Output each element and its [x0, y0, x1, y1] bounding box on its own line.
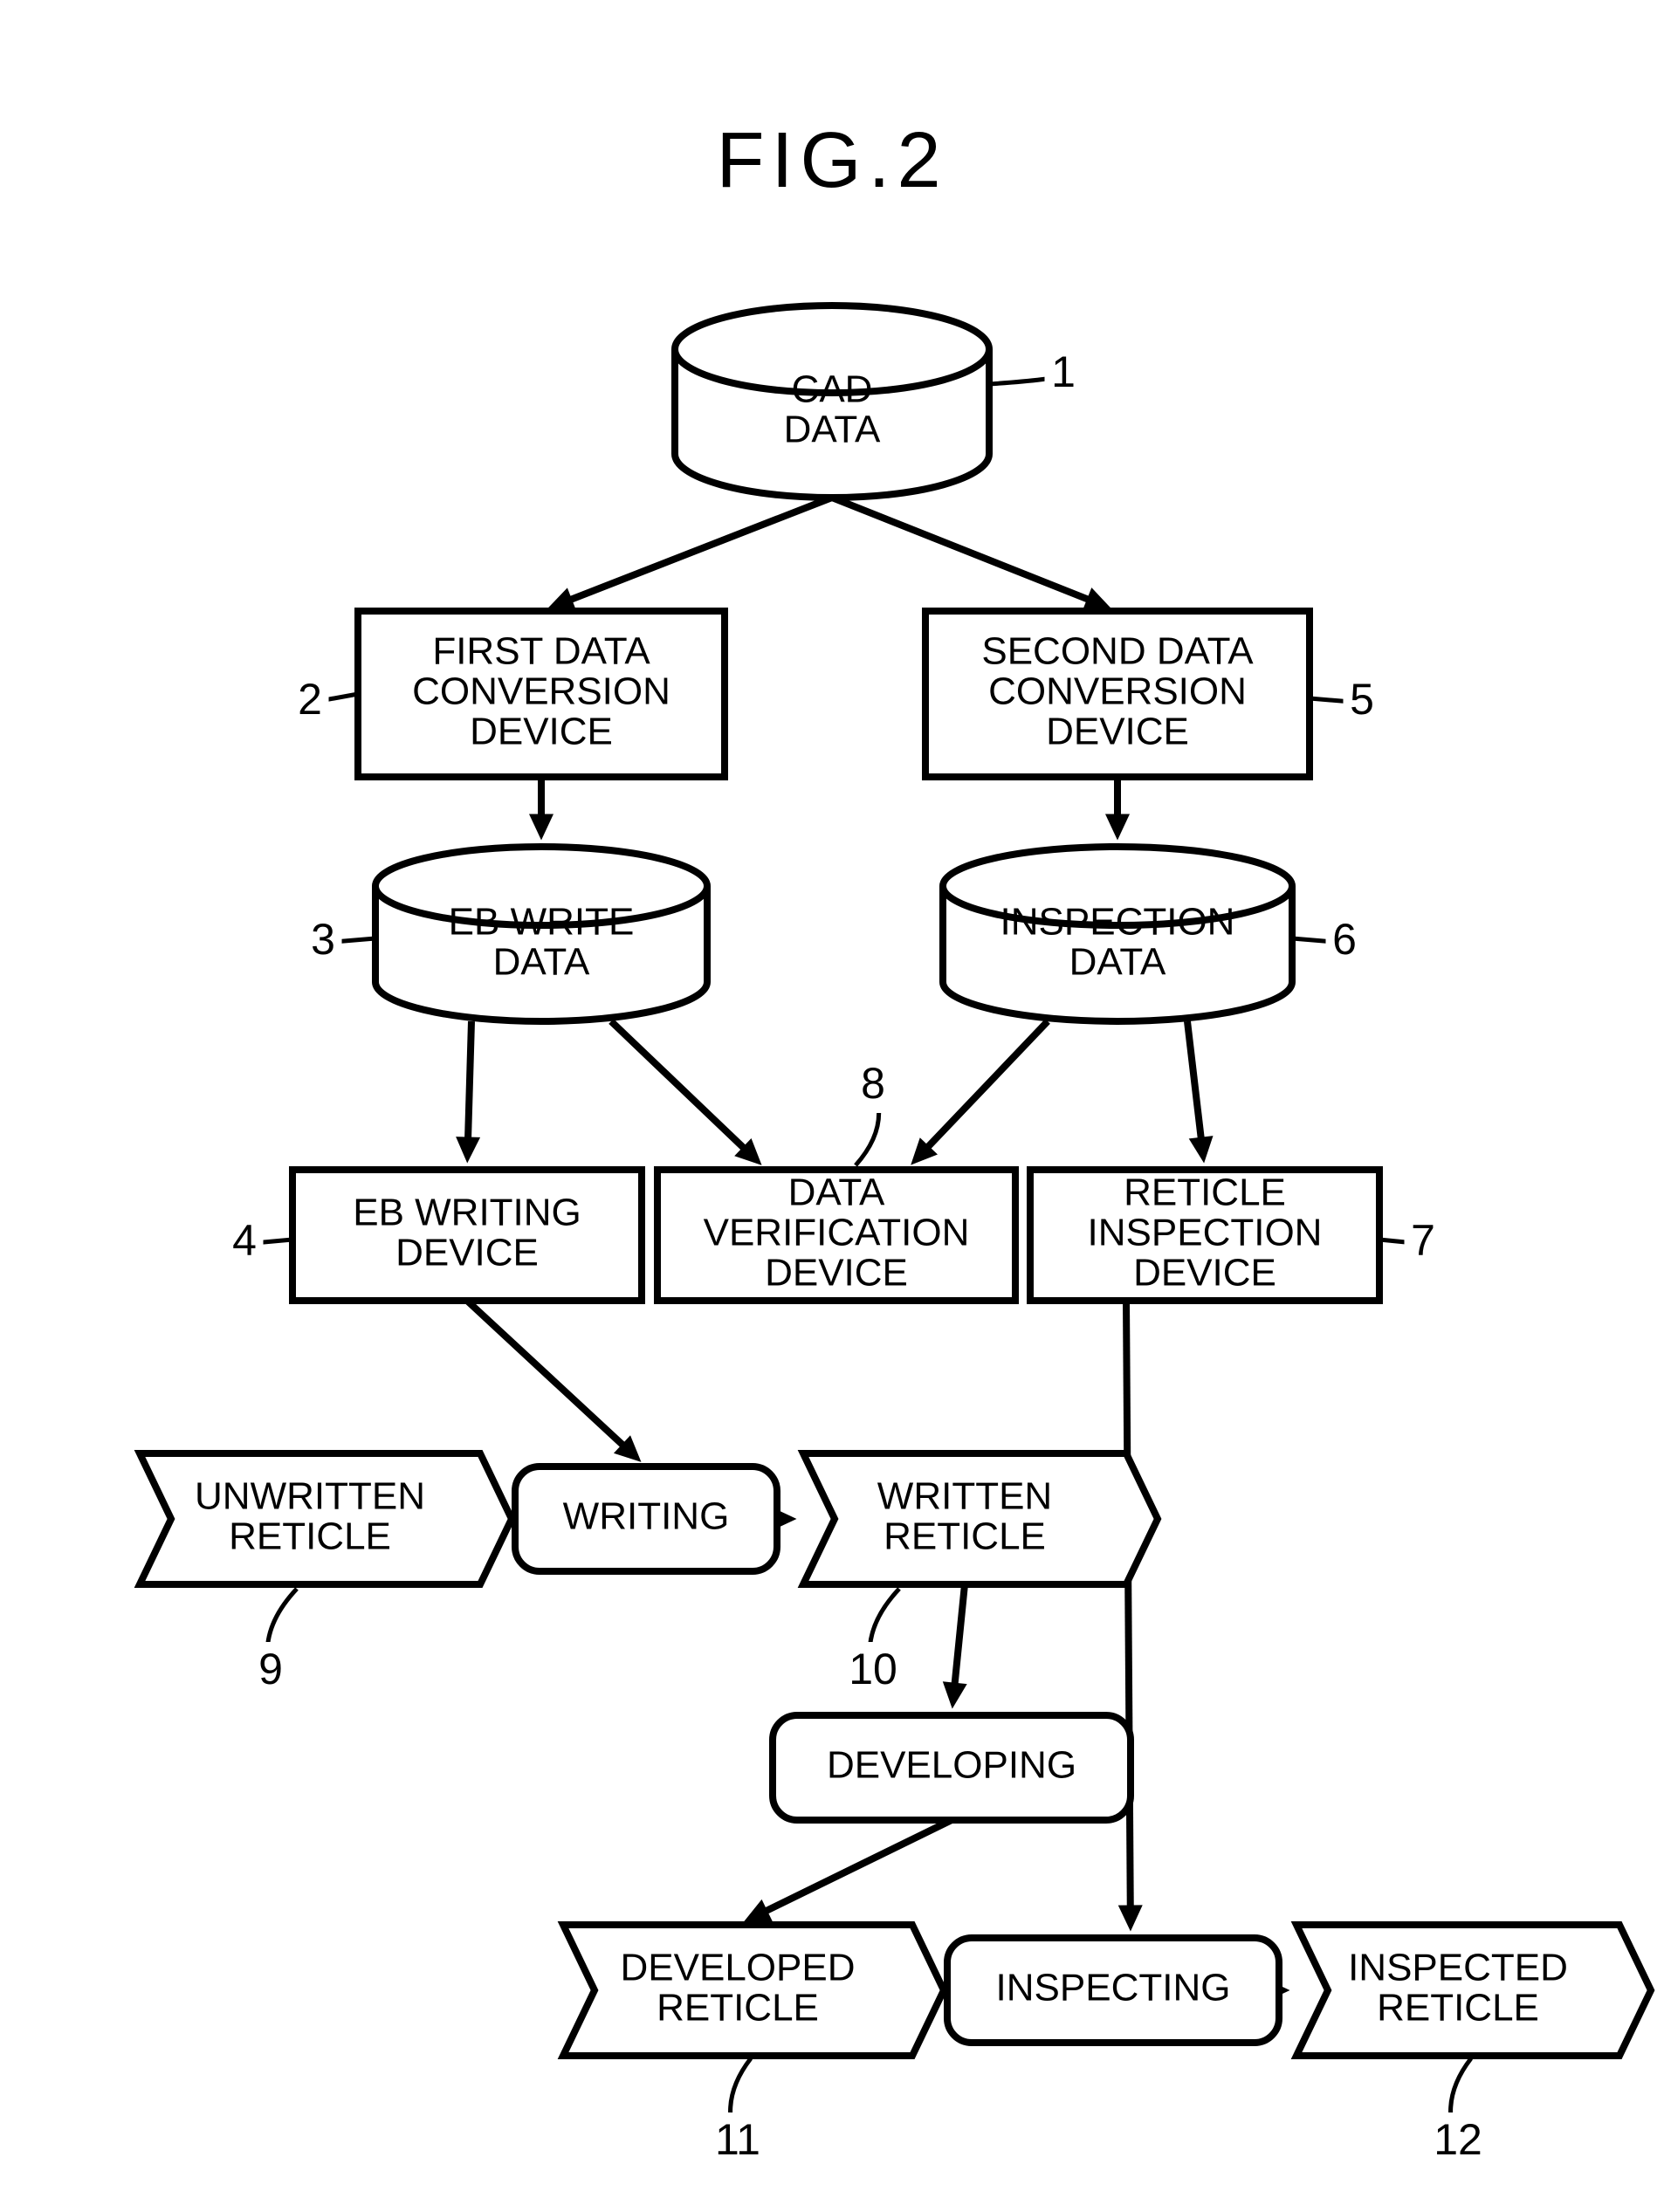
node-label: RETICLE [229, 1515, 391, 1558]
ref-number: 10 [849, 1645, 897, 1693]
ref-label: 6 [1292, 912, 1364, 969]
node-label: INSPECTED [1348, 1947, 1568, 1989]
node-label: RETICLE [1377, 1987, 1539, 2030]
node-developing: DEVELOPING [773, 1715, 1131, 1820]
ref-label: 7 [1379, 1213, 1442, 1270]
ref-label: 11 [705, 2058, 770, 2169]
ref-number: 5 [1350, 675, 1374, 724]
node-label: WRITTEN [877, 1475, 1052, 1518]
node-label: EB WRITING [353, 1192, 581, 1234]
ref-label: 12 [1426, 2058, 1490, 2169]
ref-number: 3 [311, 915, 335, 964]
ref-label: 5 [1310, 672, 1381, 729]
node-written: WRITTENRETICLE [803, 1453, 1158, 1584]
node-label: INSPECTION [1000, 901, 1235, 944]
ref-label: 3 [305, 912, 376, 969]
node-label: CONVERSION [988, 670, 1247, 713]
node-label: SECOND DATA [981, 630, 1254, 673]
ref-number: 8 [861, 1059, 885, 1108]
node-ebdata: EB WRITEDATA [375, 847, 707, 1021]
node-developed: DEVELOPEDRETICLE [563, 1925, 944, 2056]
ref-number: 7 [1411, 1216, 1435, 1265]
node-verify: DATAVERIFICATIONDEVICE [657, 1170, 1015, 1301]
node-label: DATA [784, 409, 881, 451]
node-label: RETICLE [884, 1515, 1046, 1558]
node-label: DEVICE [1133, 1252, 1276, 1295]
node-retinsp: RETICLEINSPECTIONDEVICE [1030, 1170, 1379, 1301]
node-unwritten: UNWRITTENRETICLE [140, 1453, 512, 1584]
node-label: RETICLE [657, 1987, 819, 2030]
node-inspected: INSPECTEDRETICLE [1296, 1925, 1651, 2056]
node-label: DEVICE [470, 711, 613, 753]
ref-label: 2 [292, 672, 359, 729]
node-label: DATA [788, 1171, 885, 1214]
diagram-canvas: FIG.2 CADDATAFIRST DATACONVERSIONDEVICES… [0, 0, 1664, 2212]
node-ebwrite: EB WRITINGDEVICE [292, 1170, 642, 1301]
ref-number: 11 [715, 2115, 760, 2164]
node-label: CAD [792, 368, 873, 411]
ref-number: 6 [1332, 915, 1357, 964]
node-inspecting: INSPECTING [947, 1938, 1279, 2043]
node-label: INSPECTION [1088, 1212, 1323, 1254]
ref-label: 9 [252, 1589, 298, 1699]
node-writing: WRITING [515, 1467, 777, 1571]
node-label: DEVICE [395, 1232, 539, 1274]
node-label: CONVERSION [412, 670, 670, 713]
node-label: DATA [1069, 941, 1166, 984]
node-cad: CADDATA [675, 306, 989, 498]
ref-label: 8 [855, 1056, 892, 1165]
node-label: DEVELOPING [827, 1744, 1076, 1787]
node-label: UNWRITTEN [195, 1475, 425, 1518]
ref-number: 12 [1434, 2115, 1482, 2164]
ref-number: 9 [258, 1645, 283, 1693]
node-label: DEVELOPED [621, 1947, 856, 1989]
node-label: WRITING [563, 1495, 730, 1538]
ref-label: 4 [226, 1213, 293, 1270]
node-label: DATA [493, 941, 590, 984]
node-label: INSPECTING [996, 1967, 1231, 2009]
node-label: FIRST DATA [432, 630, 650, 673]
node-inspdata: INSPECTIONDATA [943, 847, 1292, 1021]
node-label: DEVICE [1046, 711, 1189, 753]
nodes-layer: CADDATAFIRST DATACONVERSIONDEVICESECOND … [140, 306, 1651, 2056]
node-conv1: FIRST DATACONVERSIONDEVICE [358, 611, 725, 777]
node-label: VERIFICATION [704, 1212, 970, 1254]
ref-number: 4 [232, 1216, 257, 1265]
node-label: DEVICE [765, 1252, 908, 1295]
node-label: RETICLE [1124, 1171, 1286, 1214]
node-conv2: SECOND DATACONVERSIONDEVICE [925, 611, 1310, 777]
ref-number: 1 [1051, 347, 1076, 396]
ref-label: 1 [989, 345, 1083, 402]
ref-label: 10 [841, 1589, 905, 1699]
node-label: EB WRITE [449, 901, 635, 944]
ref-number: 2 [298, 675, 322, 724]
figure-title: FIG.2 [716, 117, 947, 204]
